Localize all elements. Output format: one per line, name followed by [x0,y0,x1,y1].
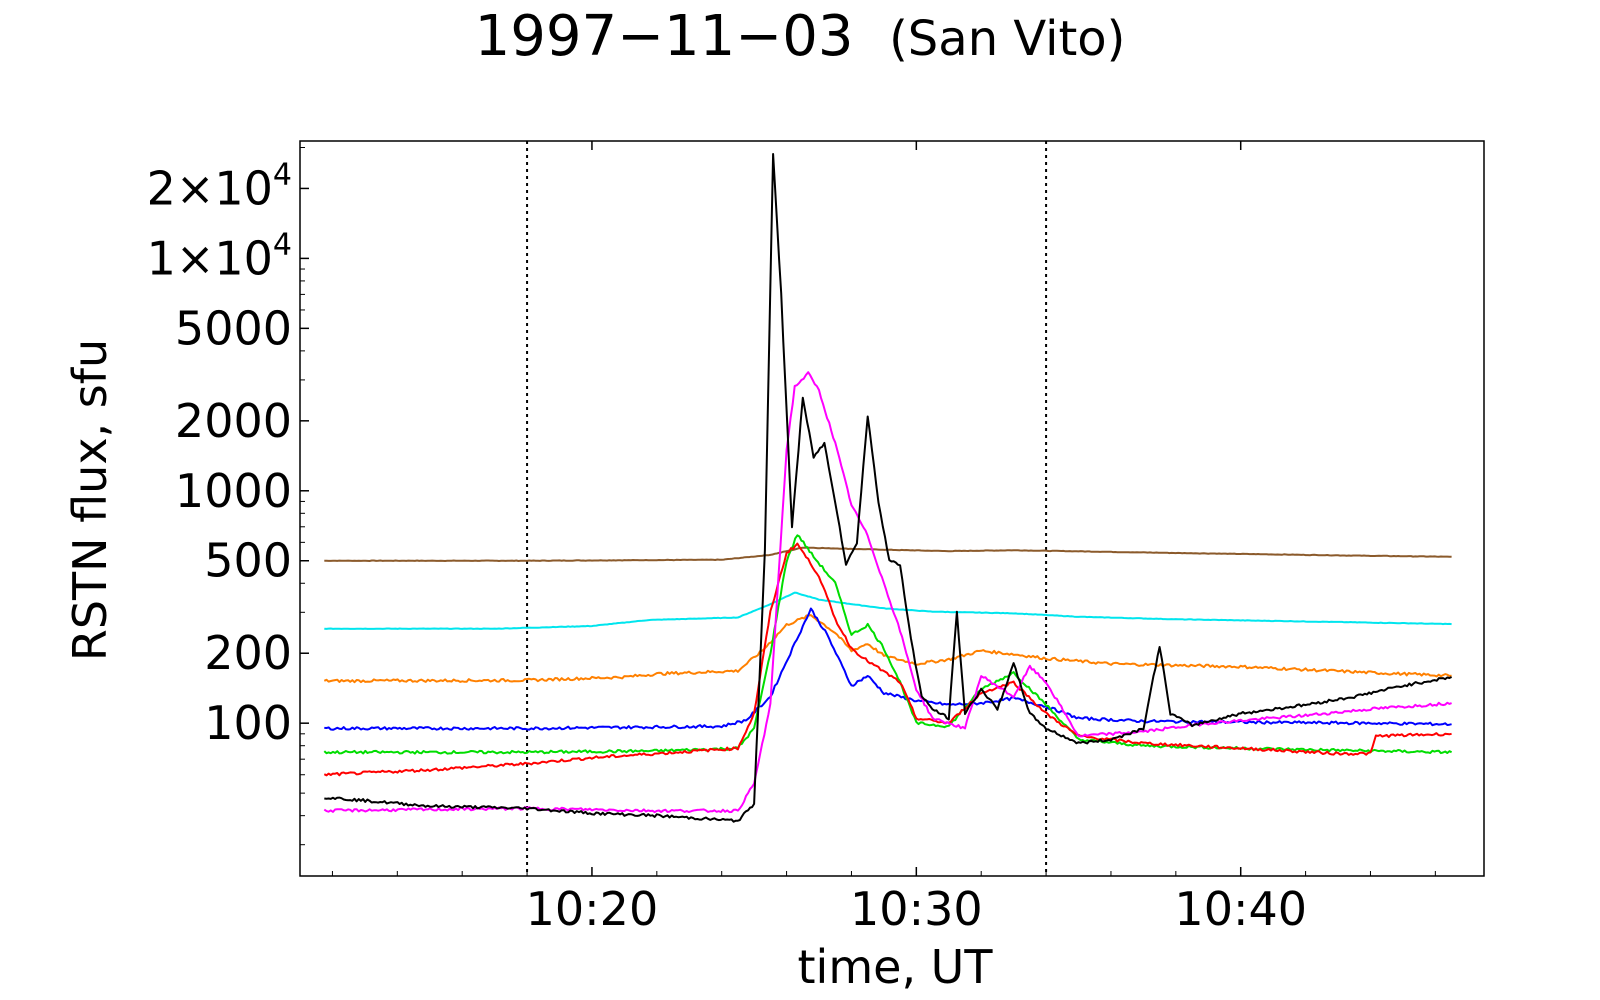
y-tick-label: 2000 [175,394,292,448]
x-tick-label: 10:40 [1174,882,1307,936]
series-line-2 [324,591,1452,630]
series-line-8 [324,153,1453,823]
plot-frame [299,140,1485,877]
y-tick-label: 1000 [175,464,292,518]
series-layer [323,153,1453,823]
x-tick-label: 10:30 [850,882,983,936]
y-tick-label: 200 [204,626,292,680]
plot-area [300,141,1484,876]
series-line-6 [323,542,1452,777]
axis-ticks: 10:20 10:30 10:40 2×104 1×104 5000 2000 1000 500… [147,141,1436,936]
y-tick-label: 100 [204,696,292,750]
series-line-5 [323,534,1453,755]
y-tick-label: 5000 [175,301,292,355]
y-tick-label: 2×104 [147,157,292,215]
x-axis-label: time, UT [797,940,993,994]
x-tick-label: 10:20 [526,882,659,936]
chart-title: 1997−11−03 (San Vito) [474,4,1126,69]
y-tick-label: 1×104 [147,227,292,285]
y-tick-label: 500 [204,534,292,588]
series-line-4 [324,607,1452,731]
